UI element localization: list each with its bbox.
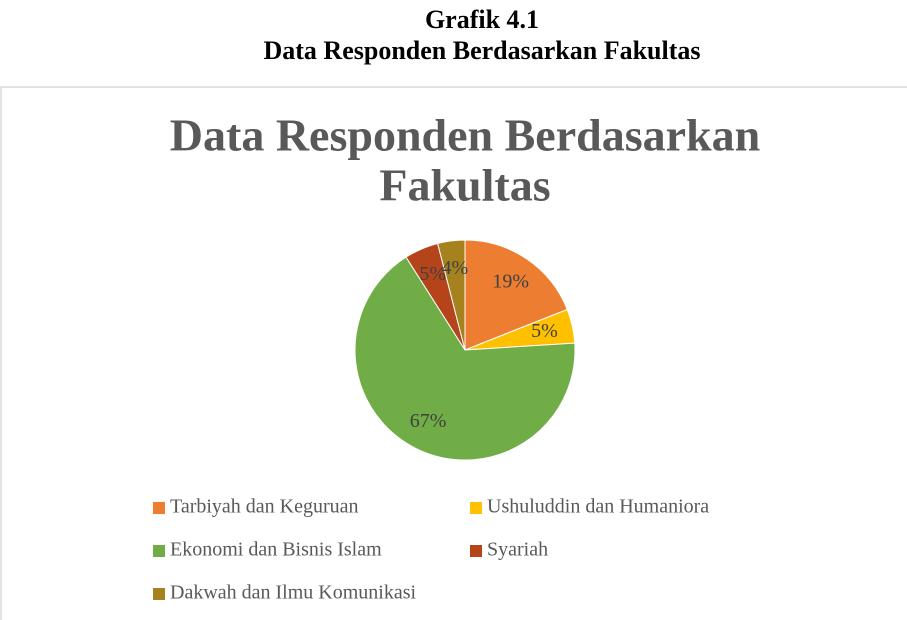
legend-label: Ekonomi dan Bisnis Islam [170, 539, 382, 561]
chart-title: Fakultas [379, 160, 550, 211]
slice-label: 5% [531, 320, 558, 342]
chart-frame [0, 86, 907, 620]
legend-label: Tarbiyah dan Keguruan [170, 496, 359, 518]
pie-slice [437, 239, 466, 351]
pie-slice [464, 239, 568, 351]
slice-label: 5% [419, 263, 446, 285]
slice-label: 4% [441, 257, 468, 279]
slice-label: 19% [492, 270, 529, 292]
slice-label: 67% [410, 410, 447, 432]
caption-number: Grafik 4.1 [425, 5, 539, 34]
legend-swatch [153, 588, 165, 600]
legend-label: Syariah [487, 539, 548, 561]
pie-slice [354, 256, 576, 461]
legend-swatch [470, 502, 482, 514]
legend-label: Ushuluddin dan Humaniora [487, 496, 709, 518]
caption-title: Data Responden Berdasarkan Fakultas [263, 36, 700, 65]
legend-swatch [470, 545, 482, 557]
legend-swatch [153, 545, 165, 557]
chart-title: Data Responden Berdasarkan [170, 110, 760, 161]
legend-swatch [153, 502, 165, 514]
legend-label: Dakwah dan Ilmu Komunikasi [170, 582, 417, 604]
